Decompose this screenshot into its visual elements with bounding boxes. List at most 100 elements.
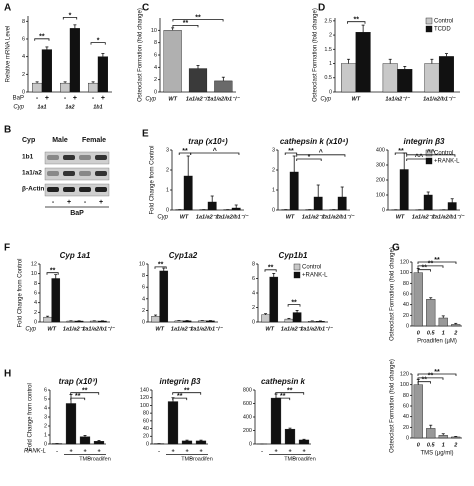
significance-label: ** [82, 388, 88, 395]
y-tick-label: 0 [154, 89, 157, 95]
y-tick-label: 4 [142, 296, 145, 302]
blot-title: Cyp [22, 137, 35, 144]
y-tick-label: 0 [272, 207, 275, 213]
y-tick-label: 0 [406, 323, 409, 329]
significance-bracket [394, 152, 408, 155]
bar [423, 194, 433, 211]
x-tick-label: + [83, 448, 87, 454]
y-tick-label: 800 [243, 387, 252, 393]
significance-label: * [308, 154, 311, 161]
significance-label: ^ [213, 147, 217, 155]
bar [43, 316, 52, 323]
significance-bracket [417, 269, 431, 272]
bar [341, 63, 357, 93]
y-axis-label: Osteoclast Formation (fold change) [138, 8, 144, 102]
y-tick-label: 400 [376, 147, 385, 153]
significance-bracket [172, 397, 188, 401]
x-tick-label: + [199, 448, 203, 454]
x-sublabel: Proadifen [292, 456, 316, 462]
x-tick-label: 1a1/a2/b1⁻/⁻ [423, 96, 456, 102]
significance-label: ** [177, 393, 183, 400]
y-tick-label: 8 [22, 19, 25, 25]
blot-group: Male [52, 137, 68, 144]
bar [207, 201, 217, 211]
bar [51, 278, 61, 323]
significance-label: ** [182, 148, 188, 155]
bar [69, 28, 81, 93]
x-sublabel: Proadifen [189, 456, 213, 462]
significance-bracket [417, 261, 457, 264]
y-tick-label: 40 [403, 414, 409, 420]
y-tick-label: 100 [400, 382, 409, 388]
blot-band [79, 155, 91, 160]
blot-lane: + [67, 199, 71, 206]
y-tick-label: 2 [272, 167, 275, 173]
significance-label: ** [291, 299, 297, 306]
y-tick-label: 1 [44, 432, 47, 438]
significance-label: ** [280, 393, 286, 400]
bar [426, 299, 436, 327]
y-tick-label: 10 [31, 271, 37, 277]
y-axis-label: Osteoclast Formation (fold change) [390, 359, 396, 453]
bar [174, 320, 184, 323]
blot-group: Female [82, 137, 106, 144]
y-tick-label: 6 [44, 387, 47, 393]
bar [337, 196, 347, 211]
blot-band [95, 171, 107, 176]
significance-label: ** [422, 265, 428, 272]
treatment-mark: + [101, 95, 105, 102]
bar [181, 440, 193, 445]
bar [270, 397, 282, 445]
panel-letter: H [4, 369, 11, 380]
panel-title: trap (x10³) [59, 377, 98, 386]
bar [151, 316, 160, 323]
treatment-mark: - [64, 95, 67, 102]
y-axis-label: Fold Change from Control [18, 258, 24, 327]
x-tick-label: 1a1/a2/b1⁻/⁻ [322, 214, 355, 220]
bar [426, 428, 436, 439]
significance-label: ** [268, 265, 274, 272]
bar [261, 314, 270, 323]
y-tick-label: 2 [44, 423, 47, 429]
y-tick-label: 40 [143, 426, 149, 432]
significance-label: ** [75, 393, 81, 400]
x-tick-label: 1a2 [65, 104, 74, 110]
x-sublabel: Proadifen [87, 456, 111, 462]
y-tick-label: 3 [166, 147, 169, 153]
x-prefix: Cyp [157, 215, 168, 221]
treatment-mark: + [73, 95, 77, 102]
x-tick-label: 1a1/a2/b1⁻/⁻ [82, 326, 115, 332]
significance-label: ** [428, 373, 434, 380]
y-axis-label: Fold Change from control [28, 383, 34, 451]
y-tick-label: 4 [154, 65, 157, 71]
y-tick-label: 120 [400, 259, 409, 265]
bar [182, 320, 192, 323]
x-tick-label: 1a1/a2⁻/⁻ [196, 214, 221, 220]
significance-label: ** [434, 257, 440, 264]
y-tick-label: 2 [154, 77, 157, 83]
bar [438, 56, 454, 93]
x-tick-label: + [185, 448, 189, 454]
x-tick-label: 1a1/a2⁻/⁻ [412, 214, 437, 220]
bar [269, 276, 279, 323]
blot-row-label: 1a1/a2 [22, 170, 42, 177]
panel-title: integrin β3 [404, 137, 446, 146]
x-tick-label: 1a1/a2/b1⁻/⁻ [216, 214, 249, 220]
x-tick-label: 1a1/a2/b1⁻/⁻ [207, 96, 240, 102]
y-tick-label: 8 [34, 281, 37, 287]
legend-swatch [425, 17, 433, 25]
panel-title: cathepsin k [261, 377, 306, 386]
bar [65, 403, 77, 445]
y-tick-label: 140 [140, 387, 149, 393]
y-tick-label: 100 [376, 192, 385, 198]
bar [355, 32, 371, 93]
bar [451, 324, 461, 327]
y-tick-label: 120 [140, 395, 149, 401]
y-tick-label: 20 [403, 313, 409, 319]
bar [313, 196, 323, 211]
significance-bracket [34, 38, 50, 41]
treatment-mark: + [45, 95, 49, 102]
x-tick-label: WT [352, 96, 361, 102]
significance-bracket [90, 42, 106, 45]
significance-bracket [347, 21, 366, 24]
